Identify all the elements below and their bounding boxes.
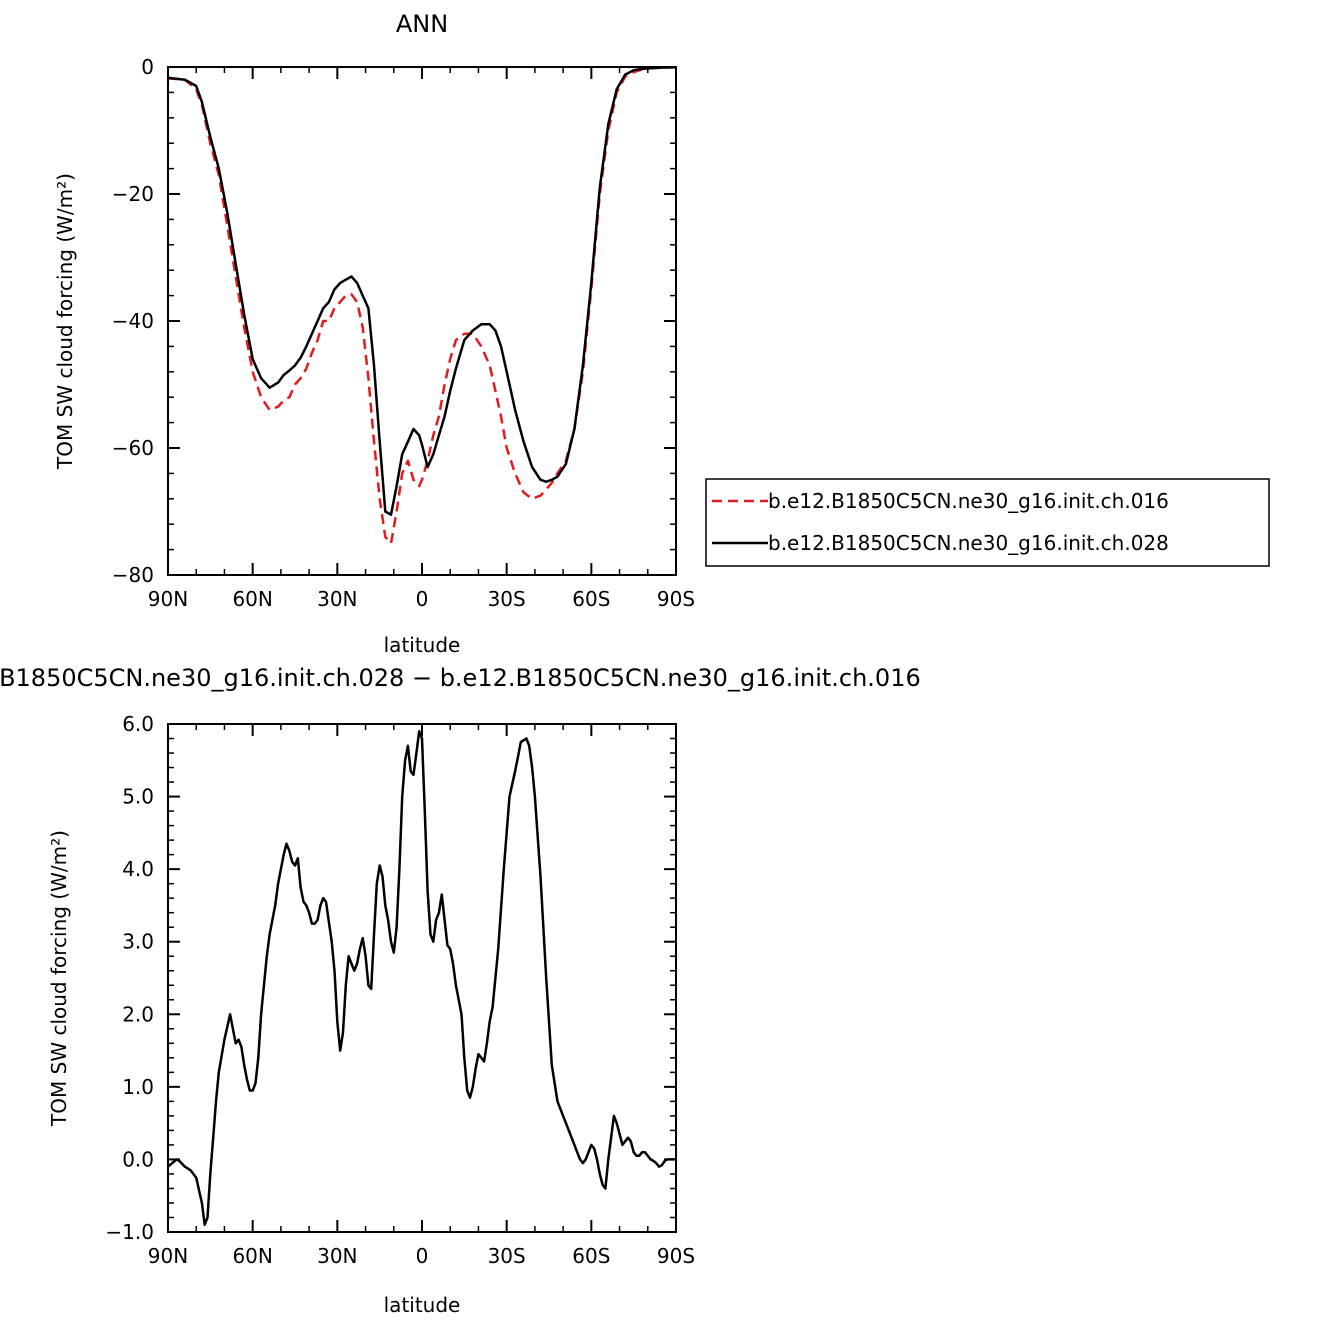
legend-box xyxy=(705,478,1270,567)
bottom-y-tick-label: 3.0 xyxy=(122,930,154,954)
bottom-y-tick-label: 4.0 xyxy=(122,857,154,881)
top-x-tick-label: 90S xyxy=(657,587,695,611)
bottom-x-tick-label: 90S xyxy=(657,1244,695,1268)
bottom-y-tick-label: 5.0 xyxy=(122,785,154,809)
bottom-x-tick-label: 60S xyxy=(572,1244,610,1268)
bottom-chart-series xyxy=(167,730,676,1226)
top-x-tick-label: 60N xyxy=(232,587,272,611)
bottom-x-tick-label: 0 xyxy=(416,1244,429,1268)
bottom-x-tick-label: 30N xyxy=(317,1244,357,1268)
top-series-line-1 xyxy=(167,66,677,516)
bottom-y-tick-label: 0.0 xyxy=(122,1147,154,1171)
bottom-x-tick-label: 90N xyxy=(148,1244,188,1268)
top-x-tick-label: 30S xyxy=(488,587,526,611)
top-y-tick-label: −80 xyxy=(112,563,154,587)
bottom-series-line-0 xyxy=(167,730,676,1226)
top-chart-xlabel: latitude xyxy=(384,633,461,657)
top-series-line-0 xyxy=(167,66,677,545)
top-y-tick-label: −60 xyxy=(112,436,154,460)
top-chart: ANN 90N 60N 30N 0 30S 60S 90S 0 −20 −40 −60 −80 lat… xyxy=(53,10,1270,657)
bottom-x-tick-label: 30S xyxy=(488,1244,526,1268)
bottom-x-tick-label: 60N xyxy=(232,1244,272,1268)
top-x-tick-label: 60S xyxy=(572,587,610,611)
bottom-chart-ylabel: TOM SW cloud forcing (W/m²) xyxy=(47,830,71,1127)
bottom-y-tick-label: −1.0 xyxy=(105,1220,154,1244)
legend-label-016: b.e12.B1850C5CN.ne30_g16.init.ch.016 xyxy=(768,489,1169,513)
top-x-tick-label: 90N xyxy=(148,587,188,611)
top-chart-ylabel: TOM SW cloud forcing (W/m²) xyxy=(53,173,77,470)
top-chart-title: ANN xyxy=(396,10,448,38)
bottom-y-tick-label: 1.0 xyxy=(122,1075,154,1099)
bottom-y-tick-label: 2.0 xyxy=(122,1002,154,1026)
bottom-chart-frame xyxy=(167,723,677,1233)
bottom-chart: b.e12.B1850C5CN.ne30_g16.init.ch.028 − b… xyxy=(0,664,921,1317)
top-x-tick-label: 0 xyxy=(416,587,429,611)
bottom-chart-title: b.e12.B1850C5CN.ne30_g16.init.ch.028 − b… xyxy=(0,664,921,692)
legend-label-028: b.e12.B1850C5CN.ne30_g16.init.ch.028 xyxy=(768,531,1169,555)
top-y-tick-label: 0 xyxy=(141,55,154,79)
bottom-y-tick-label: 6.0 xyxy=(122,712,154,736)
legend: b.e12.B1850C5CN.ne30_g16.init.ch.016 b.e… xyxy=(705,478,1270,567)
top-chart-series xyxy=(167,66,677,545)
top-y-tick-label: −20 xyxy=(112,182,154,206)
bottom-chart-ticks: 90N 60N 30N 0 30S 60S 90S 6.0 5.0 4.0 3.0 2.0 1.0 0.0… xyxy=(105,712,695,1268)
bottom-chart-xlabel: latitude xyxy=(384,1293,461,1317)
top-chart-ticks: 90N 60N 30N 0 30S 60S 90S 0 −20 −40 −60 −80 xyxy=(112,55,695,611)
top-x-tick-label: 30N xyxy=(317,587,357,611)
top-y-tick-label: −40 xyxy=(112,309,154,333)
